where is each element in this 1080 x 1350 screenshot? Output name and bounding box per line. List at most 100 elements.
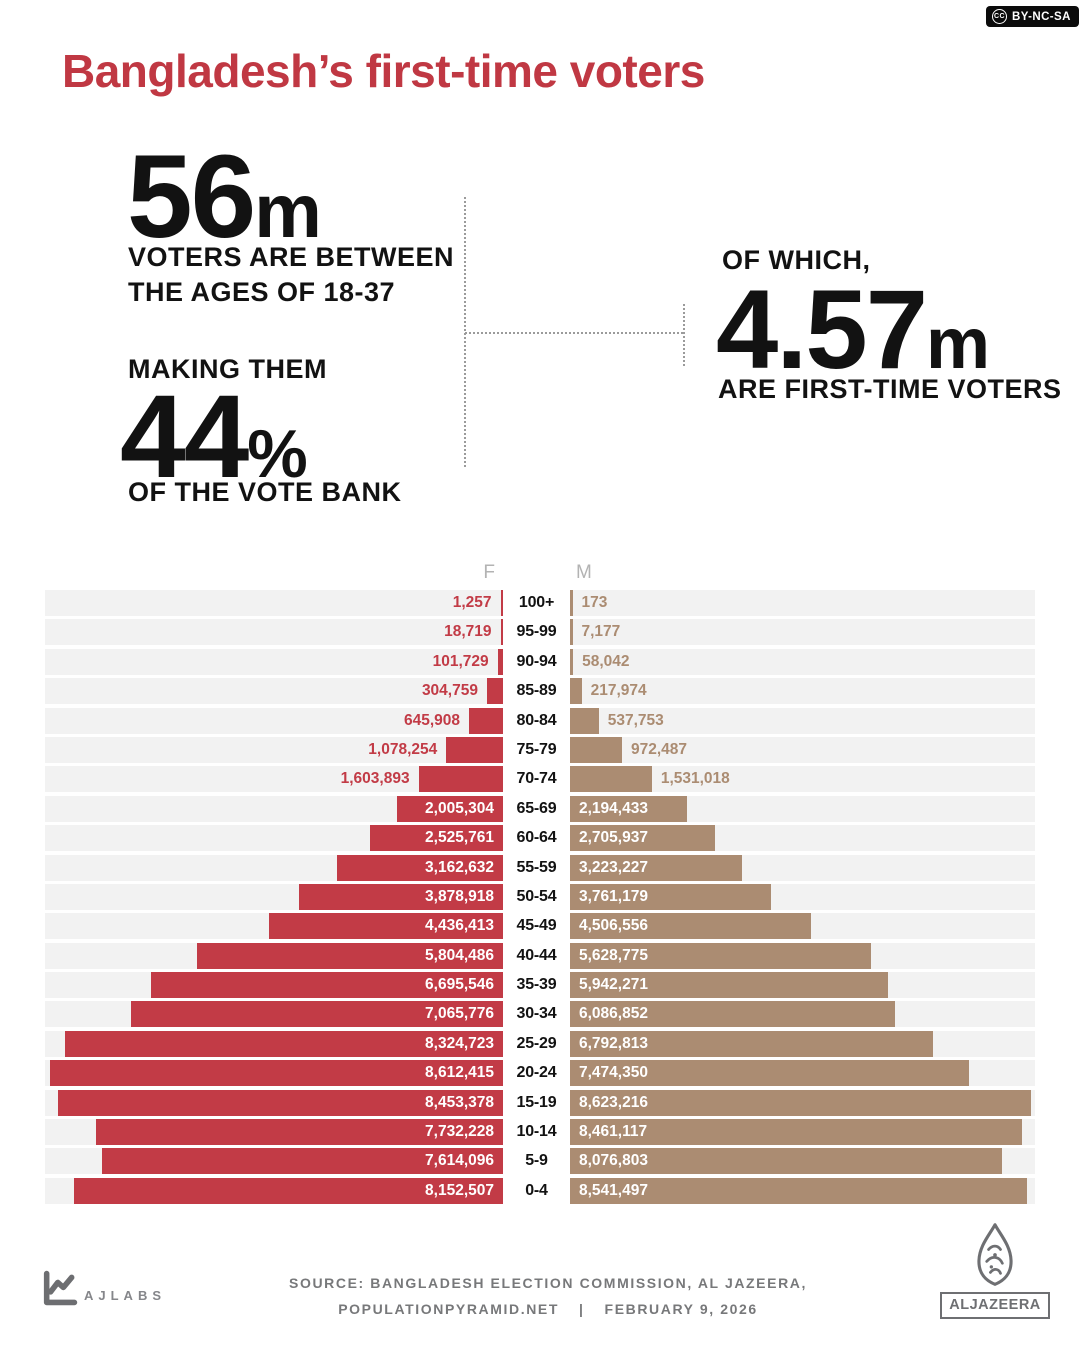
male-track: 5,628,775 (570, 942, 1035, 969)
female-bar (49, 1060, 503, 1087)
female-bar (497, 648, 503, 675)
female-bar (500, 619, 503, 646)
male-value-label: 7,177 (581, 623, 621, 641)
age-group-label: 15-19 (516, 1093, 557, 1111)
female-bar (131, 1001, 503, 1028)
ajlabs-chart-icon (43, 1270, 78, 1306)
dotted-connector-horizontal (465, 332, 683, 334)
age-group-cell: 75-79 (503, 736, 570, 763)
age-group-label: 30-34 (516, 1005, 557, 1023)
female-bar (150, 972, 503, 999)
female-bar (102, 1148, 503, 1175)
male-value-label: 6,086,852 (579, 1005, 648, 1023)
ajlabs-label: AJLABS (84, 1287, 167, 1303)
male-bar (570, 619, 573, 646)
aljazeera-flame-icon (977, 1223, 1013, 1286)
male-value-label: 58,042 (582, 652, 630, 670)
male-bar (570, 707, 599, 734)
female-column-header: F (483, 562, 495, 583)
male-value-label: 8,541,497 (579, 1181, 648, 1199)
female-track: 6,695,546 (45, 972, 503, 999)
female-value-label: 8,152,507 (425, 1181, 494, 1199)
stat-44pct-suffix: % (247, 416, 307, 492)
age-group-cell: 10-14 (503, 1119, 570, 1146)
pyramid-row-25-29: 8,324,723 25-29 6,792,813 (45, 1030, 1035, 1057)
male-value-label: 1,531,018 (660, 770, 730, 788)
female-bar (269, 913, 503, 940)
stat-457m-number: 4.57 (716, 267, 928, 392)
source-date: FEBRUARY 9, 2026 (604, 1301, 758, 1317)
age-group-cell: 95-99 (503, 619, 570, 646)
female-track: 8,324,723 (45, 1030, 503, 1057)
female-track: 1,257 (45, 590, 503, 616)
male-track: 1,531,018 (570, 766, 1035, 793)
male-track: 2,194,433 (570, 795, 1035, 822)
female-track: 4,436,413 (45, 913, 503, 940)
pyramid-row-30-34: 7,065,776 30-34 6,086,852 (45, 1001, 1035, 1028)
age-group-cell: 35-39 (503, 972, 570, 999)
female-track: 18,719 (45, 619, 503, 646)
cc-license-label: BY-NC-SA (1012, 10, 1071, 23)
pyramid-row-50-54: 3,878,918 50-54 3,761,179 (45, 883, 1035, 910)
female-track: 645,908 (45, 707, 503, 734)
female-bar (486, 678, 503, 705)
male-track: 3,223,227 (570, 854, 1035, 881)
female-track: 304,759 (45, 678, 503, 705)
dotted-connector-vertical-right (683, 304, 685, 366)
pyramid-row-85-89: 304,759 85-89 217,974 (45, 678, 1035, 705)
age-group-label: 55-59 (516, 858, 557, 876)
population-pyramid-chart: 1,257 100+ 173 18,719 95-99 7,177 101,729 90-94… (45, 590, 1035, 1204)
pyramid-row-55-59: 3,162,632 55-59 3,223,227 (45, 854, 1035, 881)
male-bar (570, 883, 772, 910)
cc-license-badge: CC BY-NC-SA (986, 6, 1079, 27)
age-group-label: 5-9 (525, 1152, 548, 1170)
age-group-cell: 0-4 (503, 1177, 570, 1204)
female-bar (469, 707, 503, 734)
vote-bank-label: OF THE VOTE BANK (128, 477, 402, 507)
stat-56m-caption-line1: VOTERS ARE BETWEEN (128, 242, 455, 272)
male-value-label: 6,792,813 (579, 1034, 648, 1052)
female-track: 3,878,918 (45, 883, 503, 910)
age-group-cell: 5-9 (503, 1148, 570, 1175)
stat-56m-caption: VOTERS ARE BETWEEN THE AGES OF 18-37 (128, 240, 454, 309)
female-value-label: 5,804,486 (425, 946, 494, 964)
age-group-label: 95-99 (516, 623, 557, 641)
age-group-cell: 65-69 (503, 795, 570, 822)
stat-56m-caption-line2: THE AGES OF 18-37 (128, 276, 396, 307)
female-track: 8,453,378 (45, 1089, 503, 1116)
female-track: 101,729 (45, 648, 503, 675)
male-track: 2,705,937 (570, 825, 1035, 852)
female-value-label: 8,324,723 (425, 1034, 494, 1052)
age-group-label: 85-89 (516, 682, 557, 700)
age-group-label: 40-44 (516, 946, 557, 964)
pyramid-row-65-69: 2,005,304 65-69 2,194,433 (45, 795, 1035, 822)
age-group-cell: 50-54 (503, 883, 570, 910)
male-value-label: 972,487 (630, 740, 687, 758)
female-value-label: 4,436,413 (425, 917, 494, 935)
male-bar (570, 1177, 1027, 1204)
female-track: 7,614,096 (45, 1148, 503, 1175)
aljazeera-logo: ALJAZEERA (940, 1222, 1050, 1319)
pyramid-row-20-24: 8,612,415 20-24 7,474,350 (45, 1060, 1035, 1087)
female-value-label: 6,695,546 (425, 976, 494, 994)
male-value-label: 7,474,350 (579, 1064, 648, 1082)
age-group-label: 25-29 (516, 1034, 557, 1052)
female-bar (397, 795, 503, 822)
male-value-label: 3,223,227 (579, 858, 648, 876)
age-group-cell: 80-84 (503, 707, 570, 734)
age-group-cell: 100+ (503, 590, 570, 616)
stat-457m: 4.57 m (716, 267, 990, 392)
age-group-label: 0-4 (525, 1181, 548, 1199)
male-value-label: 8,623,216 (579, 1093, 648, 1111)
male-track: 5,942,271 (570, 972, 1035, 999)
male-value-label: 8,461,117 (579, 1123, 648, 1141)
male-bar (570, 1089, 1031, 1116)
male-track: 217,974 (570, 678, 1035, 705)
male-bar (570, 1119, 1023, 1146)
male-value-label: 5,628,775 (579, 946, 648, 964)
male-bar (570, 1060, 970, 1087)
female-value-label: 1,603,893 (340, 770, 410, 788)
male-value-label: 537,753 (607, 711, 664, 729)
female-value-label: 304,759 (421, 682, 478, 700)
female-value-label: 8,612,415 (425, 1064, 494, 1082)
